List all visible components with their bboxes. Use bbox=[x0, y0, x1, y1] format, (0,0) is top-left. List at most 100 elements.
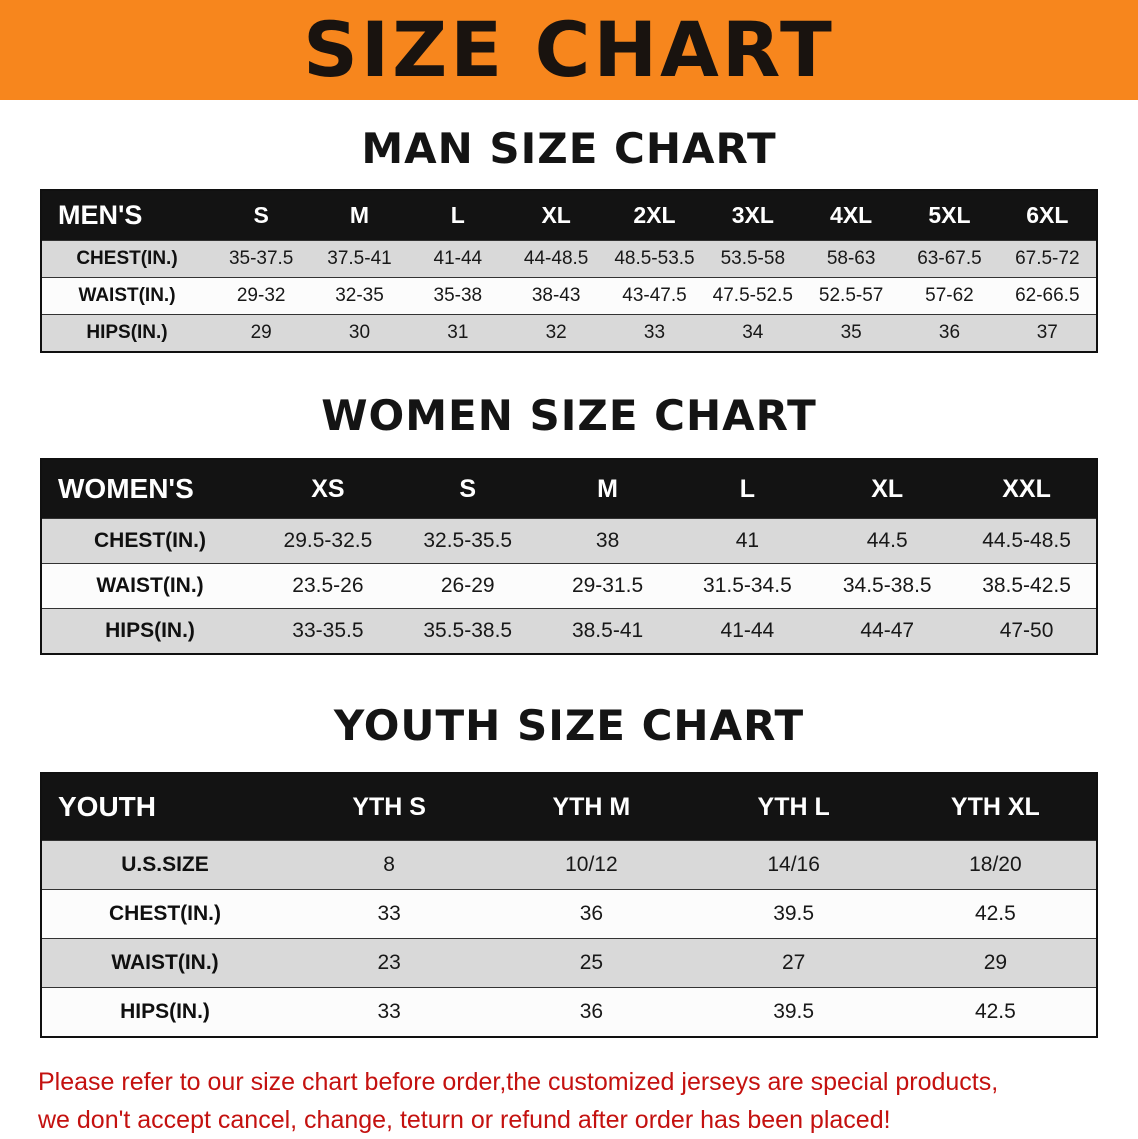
disclaimer-line-2: we don't accept cancel, change, teturn o… bbox=[38, 1102, 1128, 1139]
measurement-row-label: CHEST(IN.) bbox=[41, 241, 212, 278]
size-value-cell: 43-47.5 bbox=[605, 278, 703, 315]
size-value-cell: 42.5 bbox=[895, 988, 1097, 1038]
page-title: SIZE CHART bbox=[303, 12, 835, 88]
size-value-cell: 44.5 bbox=[817, 519, 957, 564]
size-chart-banner: SIZE CHART bbox=[0, 0, 1138, 100]
size-value-cell: 39.5 bbox=[693, 988, 895, 1038]
size-value-cell: 33 bbox=[288, 988, 490, 1038]
size-value-cell: 23 bbox=[288, 939, 490, 988]
size-column-header: L bbox=[677, 459, 817, 519]
size-column-header: S bbox=[398, 459, 538, 519]
size-value-cell: 58-63 bbox=[802, 241, 900, 278]
size-column-header: XXL bbox=[957, 459, 1097, 519]
size-value-cell: 10/12 bbox=[490, 841, 692, 890]
table-corner-label: WOMEN'S bbox=[41, 459, 258, 519]
size-value-cell: 47.5-52.5 bbox=[704, 278, 802, 315]
size-value-cell: 63-67.5 bbox=[900, 241, 998, 278]
measurement-row-label: U.S.SIZE bbox=[41, 841, 288, 890]
table-corner-label: YOUTH bbox=[41, 773, 288, 841]
size-value-cell: 41 bbox=[677, 519, 817, 564]
size-column-header: M bbox=[310, 190, 408, 241]
size-value-cell: 33-35.5 bbox=[258, 609, 398, 655]
size-column-header: M bbox=[538, 459, 678, 519]
size-column-header: XL bbox=[507, 190, 605, 241]
size-value-cell: 37 bbox=[999, 315, 1097, 353]
size-column-header: XL bbox=[817, 459, 957, 519]
size-column-header: S bbox=[212, 190, 310, 241]
size-column-header: 2XL bbox=[605, 190, 703, 241]
size-value-cell: 31.5-34.5 bbox=[677, 564, 817, 609]
measurement-row-label: CHEST(IN.) bbox=[41, 519, 258, 564]
size-value-cell: 57-62 bbox=[900, 278, 998, 315]
size-value-cell: 35-37.5 bbox=[212, 241, 310, 278]
size-value-cell: 32.5-35.5 bbox=[398, 519, 538, 564]
size-value-cell: 36 bbox=[490, 988, 692, 1038]
size-value-cell: 31 bbox=[409, 315, 507, 353]
size-value-cell: 34.5-38.5 bbox=[817, 564, 957, 609]
size-value-cell: 38-43 bbox=[507, 278, 605, 315]
size-value-cell: 33 bbox=[288, 890, 490, 939]
size-value-cell: 8 bbox=[288, 841, 490, 890]
size-value-cell: 27 bbox=[693, 939, 895, 988]
size-value-cell: 47-50 bbox=[957, 609, 1097, 655]
size-value-cell: 32 bbox=[507, 315, 605, 353]
size-column-header: YTH M bbox=[490, 773, 692, 841]
size-value-cell: 41-44 bbox=[409, 241, 507, 278]
women-chart-heading: WOMEN SIZE CHART bbox=[0, 391, 1138, 440]
size-value-cell: 26-29 bbox=[398, 564, 538, 609]
measurement-row-label: CHEST(IN.) bbox=[41, 890, 288, 939]
size-value-cell: 35 bbox=[802, 315, 900, 353]
size-value-cell: 37.5-41 bbox=[310, 241, 408, 278]
size-value-cell: 29 bbox=[895, 939, 1097, 988]
size-column-header: 5XL bbox=[900, 190, 998, 241]
size-value-cell: 30 bbox=[310, 315, 408, 353]
size-value-cell: 44.5-48.5 bbox=[957, 519, 1097, 564]
measurement-row-label: HIPS(IN.) bbox=[41, 988, 288, 1038]
size-value-cell: 48.5-53.5 bbox=[605, 241, 703, 278]
size-column-header: YTH S bbox=[288, 773, 490, 841]
size-value-cell: 52.5-57 bbox=[802, 278, 900, 315]
size-value-cell: 36 bbox=[900, 315, 998, 353]
size-value-cell: 33 bbox=[605, 315, 703, 353]
measurement-row-label: WAIST(IN.) bbox=[41, 278, 212, 315]
size-value-cell: 39.5 bbox=[693, 890, 895, 939]
size-value-cell: 67.5-72 bbox=[999, 241, 1097, 278]
size-value-cell: 44-47 bbox=[817, 609, 957, 655]
measurement-row-label: HIPS(IN.) bbox=[41, 315, 212, 353]
size-value-cell: 41-44 bbox=[677, 609, 817, 655]
measurement-row-label: WAIST(IN.) bbox=[41, 564, 258, 609]
size-column-header: L bbox=[409, 190, 507, 241]
size-value-cell: 38.5-42.5 bbox=[957, 564, 1097, 609]
size-column-header: YTH L bbox=[693, 773, 895, 841]
disclaimer: Please refer to our size chart before or… bbox=[38, 1064, 1128, 1139]
size-value-cell: 38.5-41 bbox=[538, 609, 678, 655]
size-value-cell: 44-48.5 bbox=[507, 241, 605, 278]
size-value-cell: 62-66.5 bbox=[999, 278, 1097, 315]
size-value-cell: 35-38 bbox=[409, 278, 507, 315]
size-value-cell: 25 bbox=[490, 939, 692, 988]
men-chart-heading: MAN SIZE CHART bbox=[0, 124, 1138, 173]
size-value-cell: 34 bbox=[704, 315, 802, 353]
size-column-header: 6XL bbox=[999, 190, 1097, 241]
size-value-cell: 14/16 bbox=[693, 841, 895, 890]
size-column-header: 4XL bbox=[802, 190, 900, 241]
size-value-cell: 29-31.5 bbox=[538, 564, 678, 609]
